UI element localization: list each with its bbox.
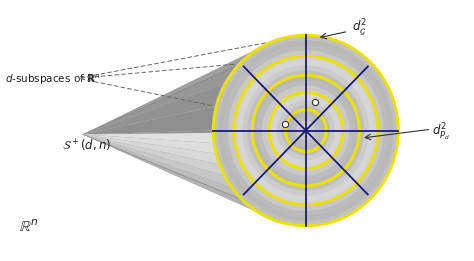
Ellipse shape (267, 90, 345, 171)
Polygon shape (83, 134, 395, 178)
Polygon shape (83, 48, 371, 134)
Polygon shape (83, 130, 398, 155)
Polygon shape (83, 134, 259, 213)
Text: $d_{P_d}^2$: $d_{P_d}^2$ (432, 121, 450, 143)
Polygon shape (83, 130, 217, 155)
Ellipse shape (243, 65, 369, 196)
Polygon shape (83, 134, 240, 198)
Ellipse shape (272, 96, 340, 165)
Polygon shape (83, 106, 398, 134)
Ellipse shape (233, 55, 379, 206)
Polygon shape (83, 35, 306, 134)
Ellipse shape (276, 100, 335, 161)
Ellipse shape (223, 45, 388, 216)
Polygon shape (83, 63, 240, 134)
Polygon shape (83, 134, 306, 226)
Polygon shape (83, 134, 352, 223)
Text: $d_\mathcal{G}^2$: $d_\mathcal{G}^2$ (352, 17, 366, 38)
Polygon shape (83, 106, 217, 134)
Ellipse shape (286, 110, 325, 151)
Polygon shape (83, 134, 282, 223)
Ellipse shape (282, 105, 330, 156)
Ellipse shape (301, 126, 310, 135)
Text: $G_2$: $G_2$ (310, 84, 324, 98)
Text: $\mathcal{S}^+(d, n)$: $\mathcal{S}^+(d, n)$ (62, 138, 111, 154)
Polygon shape (83, 63, 386, 134)
Text: $G_1$: $G_1$ (256, 107, 270, 121)
Ellipse shape (296, 121, 316, 140)
Polygon shape (83, 83, 395, 134)
Ellipse shape (257, 80, 355, 181)
Ellipse shape (218, 40, 393, 221)
Polygon shape (83, 134, 386, 198)
Text: $\mathbb{R}^n$: $\mathbb{R}^n$ (19, 219, 38, 235)
Polygon shape (83, 35, 329, 134)
Polygon shape (83, 38, 282, 134)
Polygon shape (83, 48, 260, 134)
Polygon shape (83, 83, 226, 134)
Ellipse shape (228, 50, 383, 211)
Ellipse shape (247, 70, 364, 191)
Polygon shape (83, 134, 329, 226)
Ellipse shape (252, 75, 359, 186)
Polygon shape (83, 134, 226, 178)
Polygon shape (83, 38, 352, 134)
Ellipse shape (291, 115, 320, 146)
Ellipse shape (262, 85, 349, 176)
Ellipse shape (213, 35, 398, 226)
Polygon shape (83, 134, 371, 213)
Ellipse shape (237, 60, 374, 201)
Text: $d$-subspaces of $\mathbf{R}^n$: $d$-subspaces of $\mathbf{R}^n$ (5, 72, 100, 87)
